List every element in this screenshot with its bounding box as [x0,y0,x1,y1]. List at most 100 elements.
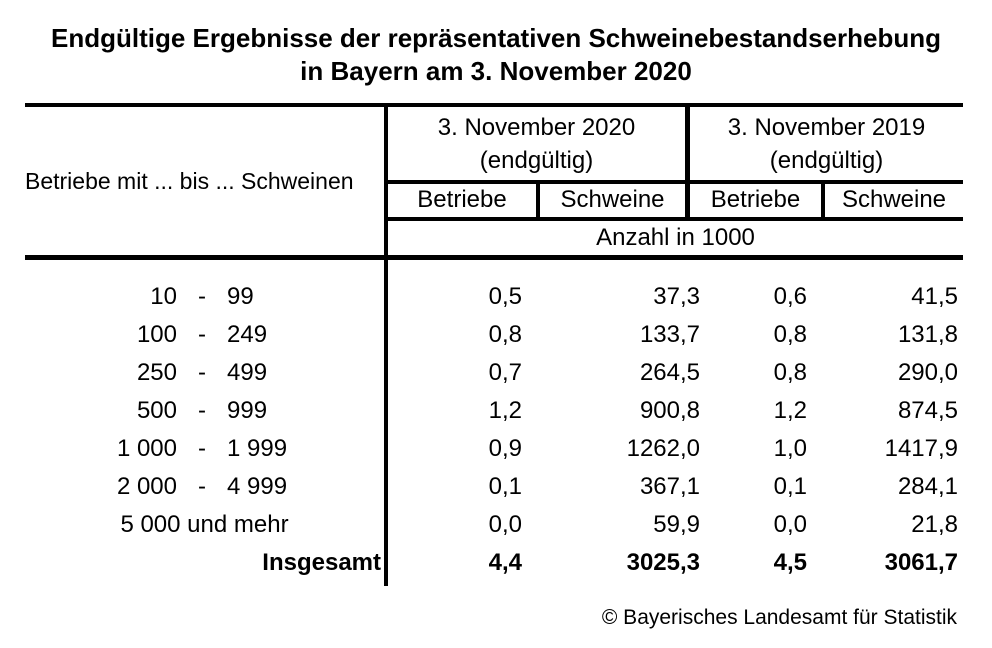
range-to: 99 [227,283,254,310]
value-cell: 900,8 [639,397,700,424]
value-cell: 1,2 [488,397,522,424]
table-row: 0,7 264,5 0,8 290,0 [388,354,963,392]
page-title: Endgültige Ergebnisse der repräsentative… [0,22,992,88]
measure-header-row: Betriebe Schweine Betriebe Schweine [388,184,963,221]
value-cell: 0,7 [488,359,522,386]
row-label-text: 5 000 und mehr [120,511,289,538]
row-spacer [958,392,963,430]
col-group-2020-title: 3. November 2020 [437,113,636,141]
copyright-note: © Bayerisches Landesamt für Statistik [601,606,957,629]
total-label: Insgesamt [262,549,381,576]
table-header: Betriebe mit ... bis ... Schweinen 3. No… [25,103,963,260]
range-dash: - [198,321,206,348]
col-header-schweine-2020: Schweine [540,184,690,217]
row-spacer [958,354,963,392]
row-label: 250-499 [25,354,384,392]
value-cell: 131,8 [897,321,958,348]
range-dash: - [198,397,206,424]
row-label: 500-999 [25,392,384,430]
value-cell: 874,5 [897,397,958,424]
range-from: 10 [150,283,177,310]
table-row: 1,2 900,8 1,2 874,5 [388,392,963,430]
value-cell: 3061,7 [884,549,958,576]
row-label-column: 10-99 100-249 250-499 500-999 1 000-1 999 2 0… [25,260,388,586]
col-header-betriebe-2020: Betriebe [388,184,540,217]
range-from: 100 [136,321,177,348]
table-row: 0,0 59,9 0,0 21,8 [388,506,963,544]
row-spacer [958,278,963,316]
table-row: 0,1 367,1 0,1 284,1 [388,468,963,506]
row-spacer [958,316,963,354]
col-header-schweine-2019: Schweine [841,186,947,213]
col-group-2019-subtitle: (endgültig) [769,146,884,174]
row-spacer [958,544,963,582]
column-header-area: 3. November 2020 (endgültig) 3. November… [388,107,963,255]
table-row: 0,8 133,7 0,8 131,8 [388,316,963,354]
value-cell: 367,1 [639,473,700,500]
row-label: 2 000-4 999 [25,468,384,506]
pig-census-table: Betriebe mit ... bis ... Schweinen 3. No… [25,103,963,586]
range-to: 499 [227,359,268,386]
table-row: 0,9 1262,0 1,0 1417,9 [388,430,963,468]
col-group-2019: 3. November 2019 (endgültig) [690,107,963,180]
range-to: 999 [227,397,268,424]
range-to: 4 999 [227,473,288,500]
value-cell: 0,1 [773,473,807,500]
range-from: 2 000 [116,473,177,500]
value-cell: 0,0 [773,511,807,538]
value-cell: 290,0 [897,359,958,386]
value-cell: 0,1 [488,473,522,500]
table-body: 10-99 100-249 250-499 500-999 1 000-1 999 2 0… [25,260,963,586]
page-title-line1: Endgültige Ergebnisse der repräsentative… [50,23,941,53]
value-cell: 21,8 [911,511,958,538]
range-dash: - [198,359,206,386]
row-label: 100-249 [25,316,384,354]
year-group-row: 3. November 2020 (endgültig) 3. November… [388,107,963,184]
value-columns: 0,5 37,3 0,6 41,5 0,8 133,7 0,8 131,8 0,7 264,5 0,… [388,260,963,586]
value-cell: 1262,0 [626,435,700,462]
row-label: 1 000-1 999 [25,430,384,468]
value-cell: 59,9 [653,511,700,538]
value-cell: 0,8 [488,321,522,348]
page-title-line2: in Bayern am 3. November 2020 [300,56,692,86]
value-cell: 0,0 [488,511,522,538]
value-cell: 1,0 [773,435,807,462]
range-from: 500 [136,397,177,424]
range-dash: - [198,435,206,462]
row-label: Insgesamt [25,544,384,582]
value-cell: 4,5 [773,549,807,576]
range-to: 1 999 [227,435,288,462]
value-cell: 1,2 [773,397,807,424]
value-cell: 284,1 [897,473,958,500]
value-cell: 133,7 [639,321,700,348]
col-group-2019-title: 3. November 2019 [727,113,926,141]
value-cell: 0,8 [773,359,807,386]
range-from: 1 000 [116,435,177,462]
table-row: 4,4 3025,3 4,5 3061,7 [388,544,963,582]
range-from: 250 [136,359,177,386]
row-spacer [958,468,963,506]
row-label: 10-99 [25,278,384,316]
range-to: 249 [227,321,268,348]
value-cell: 37,3 [653,283,700,310]
row-spacer [958,430,963,468]
value-cell: 0,5 [488,283,522,310]
row-spacer [958,506,963,544]
col-group-2020: 3. November 2020 (endgültig) [388,107,690,180]
range-dash: - [198,283,206,310]
value-cell: 1417,9 [884,435,958,462]
unit-row: Anzahl in 1000 [596,224,755,251]
col-header-betriebe-2019: Betriebe [690,184,825,217]
col-group-2020-subtitle: (endgültig) [479,146,594,174]
value-cell: 0,8 [773,321,807,348]
range-dash: - [198,473,206,500]
value-cell: 4,4 [488,549,522,576]
value-cell: 264,5 [639,359,700,386]
row-label: 5 000 und mehr [25,506,384,544]
table-row: 0,5 37,3 0,6 41,5 [388,278,963,316]
row-header-cell: Betriebe mit ... bis ... Schweinen [25,107,388,255]
value-cell: 3025,3 [626,549,700,576]
value-cell: 0,9 [488,435,522,462]
value-cell: 0,6 [773,283,807,310]
